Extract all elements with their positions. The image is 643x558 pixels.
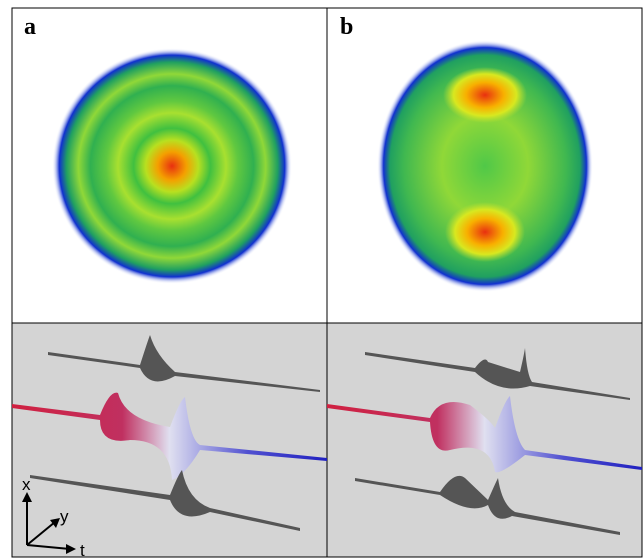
axis-label: x <box>22 475 31 494</box>
pulse-projection <box>365 348 630 400</box>
beam-profile <box>52 48 292 284</box>
pulse-surface <box>327 396 642 473</box>
axis-label: y <box>60 507 69 526</box>
pulse-projection <box>30 470 300 531</box>
beam-profile <box>377 40 593 292</box>
hot-spot <box>445 202 525 262</box>
pulse-projection <box>355 475 620 535</box>
pulse-surface <box>12 392 327 480</box>
axis-label: t <box>80 541 85 558</box>
axis-indicator <box>26 498 71 550</box>
panel-label: b <box>340 14 353 40</box>
panel-label: a <box>24 14 36 40</box>
hot-spot <box>443 67 527 123</box>
arrowheads <box>22 492 76 554</box>
